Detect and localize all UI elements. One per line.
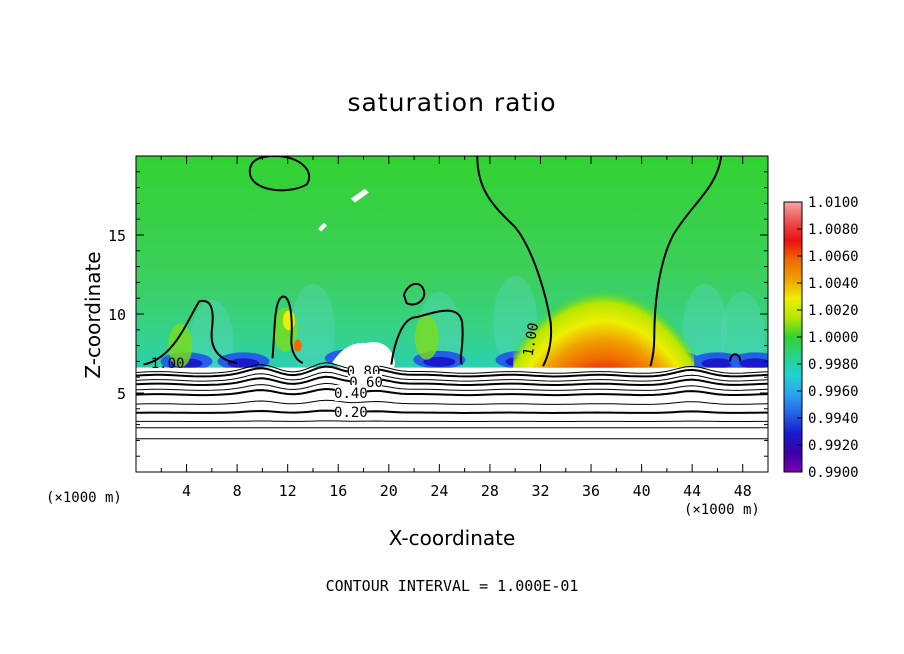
contour-interval-note: CONTOUR INTERVAL = 1.000E-01 — [325, 577, 579, 595]
y-tick: 10 — [108, 306, 768, 324]
x-tick: 36 — [582, 156, 600, 500]
subsaturated-core — [701, 358, 734, 369]
contour-line — [136, 362, 768, 374]
contour-1.00 — [271, 295, 304, 364]
plot-area — [136, 156, 768, 472]
contour-level-0.40 — [136, 387, 768, 397]
contour-label-text: 0.40 — [334, 386, 368, 402]
contour-label: 1.00 — [521, 321, 543, 357]
x-tick: 20 — [380, 156, 398, 500]
contour-level-0.80 — [136, 365, 768, 378]
x-tick-label: 40 — [633, 482, 651, 500]
contour-1.00 — [402, 282, 426, 306]
contour-1.00 — [649, 156, 723, 367]
x-tick-label: 44 — [683, 482, 701, 500]
chart-title: saturation ratio — [347, 88, 557, 117]
x-tick-label: 12 — [279, 482, 297, 500]
y-tick: 15 — [108, 227, 768, 245]
contour-level-0.60 — [136, 375, 768, 387]
x-tick-label: 4 — [182, 482, 191, 500]
x-tick: 40 — [633, 156, 651, 500]
x-tick: 28 — [481, 156, 499, 500]
x-tick: 44 — [683, 156, 701, 500]
dry-patch — [318, 222, 328, 232]
x-tick-label: 8 — [233, 482, 242, 500]
colorbar-tick-label: 1.0020 — [808, 303, 859, 319]
subsaturated-core — [423, 356, 456, 367]
contour-1.00 — [729, 353, 742, 362]
contour-1.00 — [476, 156, 553, 367]
contour-label-text: 0.20 — [334, 405, 368, 421]
x-tick: 32 — [531, 156, 550, 500]
x-unit-label-left: (×1000 m) — [46, 490, 122, 506]
contour-label-text: 1.00 — [151, 356, 185, 372]
contour-line — [136, 399, 768, 405]
supersaturated-plume — [513, 211, 695, 472]
x-axis-label: X-coordinate — [388, 526, 516, 550]
x-tick-label: 32 — [531, 482, 549, 500]
colorbar-tick-label: 1.0100 — [808, 195, 859, 211]
supersaturated-patch — [282, 310, 295, 331]
dry-patch — [350, 188, 369, 203]
x-tick-label: 36 — [582, 482, 600, 500]
x-tick-label: 20 — [380, 482, 398, 500]
contour-level-0.20 — [136, 409, 768, 415]
y-tick-label: 5 — [117, 385, 126, 403]
x-tick: 4 — [182, 156, 191, 500]
contour-line — [136, 382, 768, 391]
x-tick-label: 16 — [329, 482, 347, 500]
colorbar-tick-label: 0.9900 — [808, 465, 859, 481]
colorbar-tick-label: 0.9960 — [808, 384, 859, 400]
contour-1.00 — [143, 299, 238, 366]
y-axis-label: Z-coordinate — [81, 251, 105, 379]
x-tick-label: 48 — [734, 482, 752, 500]
supersaturated-patch — [168, 323, 193, 368]
x-tick-label: 28 — [481, 482, 499, 500]
x-tick: 24 — [430, 156, 448, 500]
contour-1.00 — [248, 156, 310, 192]
supersaturated-patch — [414, 315, 439, 360]
colorbar-tick-label: 0.9940 — [808, 411, 859, 427]
contour-label: 0.20 — [334, 403, 368, 421]
supersaturated-patch — [293, 339, 302, 352]
x-tick-label: 24 — [430, 482, 448, 500]
contour-label: 1.00 — [151, 356, 185, 372]
colorbar-tick-label: 1.0040 — [808, 276, 859, 292]
subsaturated-core — [227, 358, 260, 369]
x-unit-label-right: (×1000 m) — [684, 502, 760, 518]
contour-line — [136, 371, 768, 382]
x-tick: 16 — [329, 156, 347, 500]
colorbar-tick-label: 0.9980 — [808, 357, 859, 373]
contour-label-text: 1.00 — [521, 321, 543, 357]
colorbar: 1.0100 1.0080 1.0060 1.0040 1.0020 1.0000 0.99… — [783, 195, 859, 481]
contour-line — [136, 420, 768, 422]
contour-label: 0.40 — [334, 385, 368, 402]
y-tick-label: 10 — [108, 306, 126, 324]
colorbar-tick-label: 1.0000 — [808, 330, 859, 346]
colorbar-tick-label: 1.0080 — [808, 222, 859, 238]
y-tick: 5 — [117, 385, 768, 403]
subsaturated-core — [739, 358, 768, 369]
colorbar-tick-label: 0.9920 — [808, 438, 859, 454]
y-tick-label: 15 — [108, 227, 126, 245]
x-tick: 8 — [233, 156, 242, 500]
low-saturation-patch — [290, 283, 335, 376]
x-tick: 12 — [279, 156, 297, 500]
contour-1.00 — [390, 309, 464, 366]
x-tick: 48 — [734, 156, 752, 500]
colorbar-tick-label: 1.0060 — [808, 249, 859, 265]
